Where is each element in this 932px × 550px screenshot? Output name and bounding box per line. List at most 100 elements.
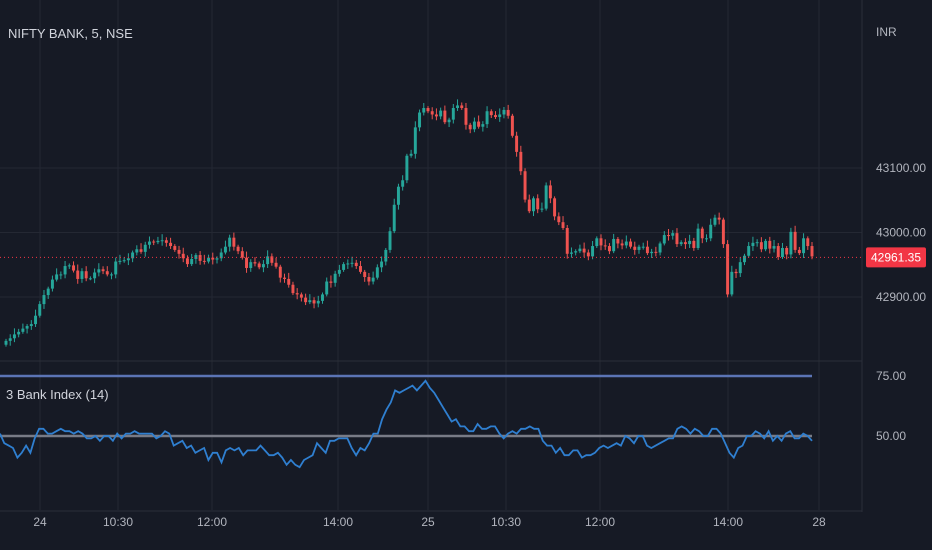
candle[interactable]	[219, 252, 223, 259]
candle[interactable]	[447, 119, 451, 123]
candle[interactable]	[169, 242, 173, 247]
candle[interactable]	[80, 271, 84, 279]
candle[interactable]	[768, 240, 772, 249]
candle[interactable]	[228, 237, 232, 247]
candle[interactable]	[93, 272, 97, 279]
candle[interactable]	[156, 240, 160, 243]
candle[interactable]	[650, 251, 654, 254]
candle[interactable]	[321, 294, 324, 301]
candle[interactable]	[405, 155, 409, 181]
candle[interactable]	[316, 300, 320, 304]
candle[interactable]	[29, 324, 33, 327]
candle[interactable]	[536, 198, 540, 210]
candle[interactable]	[772, 246, 776, 249]
candle[interactable]	[578, 248, 582, 252]
candle[interactable]	[152, 241, 156, 243]
indicator-line-layer[interactable]	[0, 379, 813, 469]
candle[interactable]	[591, 246, 595, 257]
candle[interactable]	[721, 219, 725, 245]
candle[interactable]	[105, 271, 109, 275]
candle[interactable]	[574, 251, 578, 253]
candle[interactable]	[413, 127, 417, 154]
candle[interactable]	[135, 249, 139, 253]
candle[interactable]	[532, 198, 535, 212]
candle[interactable]	[110, 274, 113, 276]
candle[interactable]	[392, 204, 396, 232]
candle[interactable]	[726, 244, 730, 295]
candle[interactable]	[629, 241, 633, 247]
candle[interactable]	[658, 243, 662, 253]
candle[interactable]	[734, 271, 738, 274]
candle[interactable]	[333, 273, 337, 283]
candle[interactable]	[409, 153, 413, 156]
candle[interactable]	[586, 252, 590, 257]
candle[interactable]	[363, 271, 367, 278]
candle[interactable]	[304, 297, 308, 303]
candle[interactable]	[114, 261, 118, 275]
candle[interactable]	[679, 242, 683, 245]
candle[interactable]	[354, 262, 358, 267]
candle[interactable]	[603, 245, 607, 247]
candle[interactable]	[194, 255, 198, 259]
candle[interactable]	[527, 199, 531, 212]
candle[interactable]	[430, 111, 434, 115]
candle[interactable]	[747, 246, 751, 256]
candle[interactable]	[460, 105, 464, 109]
candle[interactable]	[468, 124, 472, 130]
candle[interactable]	[569, 252, 573, 254]
candle[interactable]	[34, 315, 38, 325]
candle[interactable]	[358, 266, 362, 272]
candle[interactable]	[299, 294, 303, 298]
candle[interactable]	[131, 252, 135, 259]
candle[interactable]	[654, 251, 658, 253]
candle[interactable]	[38, 304, 42, 316]
candle[interactable]	[295, 293, 299, 295]
candle[interactable]	[283, 277, 286, 279]
candle[interactable]	[185, 258, 189, 265]
candle[interactable]	[67, 265, 71, 267]
candle[interactable]	[802, 238, 806, 254]
candle[interactable]	[751, 242, 755, 247]
candle[interactable]	[72, 265, 75, 271]
candle[interactable]	[439, 110, 443, 117]
candle[interactable]	[485, 111, 489, 125]
candle[interactable]	[198, 255, 202, 261]
candle[interactable]	[599, 238, 603, 246]
candle[interactable]	[118, 260, 122, 262]
candle[interactable]	[624, 241, 628, 246]
candle[interactable]	[806, 238, 810, 247]
candle[interactable]	[46, 288, 50, 296]
candle[interactable]	[97, 269, 101, 273]
candle[interactable]	[207, 257, 211, 262]
candle[interactable]	[278, 266, 282, 278]
candle[interactable]	[705, 238, 708, 240]
candle[interactable]	[211, 257, 215, 260]
candle[interactable]	[418, 112, 422, 128]
candle[interactable]	[139, 249, 143, 252]
candle[interactable]	[325, 281, 329, 295]
candle[interactable]	[553, 198, 557, 217]
candle[interactable]	[291, 284, 295, 294]
candle[interactable]	[160, 240, 164, 242]
candle[interactable]	[147, 241, 151, 245]
candle[interactable]	[342, 264, 346, 270]
candle[interactable]	[557, 216, 561, 223]
candle[interactable]	[582, 248, 586, 253]
candle[interactable]	[565, 227, 569, 254]
candle[interactable]	[4, 340, 8, 345]
candle[interactable]	[789, 231, 793, 255]
candle[interactable]	[181, 253, 185, 259]
candle[interactable]	[50, 279, 54, 289]
candle[interactable]	[443, 110, 447, 123]
candle[interactable]	[717, 217, 721, 220]
candle[interactable]	[337, 269, 341, 274]
candle[interactable]	[25, 326, 29, 329]
candle[interactable]	[456, 105, 460, 109]
candle[interactable]	[122, 260, 126, 262]
candle[interactable]	[692, 240, 696, 248]
candle[interactable]	[253, 262, 257, 264]
candle[interactable]	[164, 240, 168, 243]
candle[interactable]	[312, 300, 316, 304]
candle[interactable]	[59, 274, 63, 276]
candle[interactable]	[261, 264, 265, 268]
